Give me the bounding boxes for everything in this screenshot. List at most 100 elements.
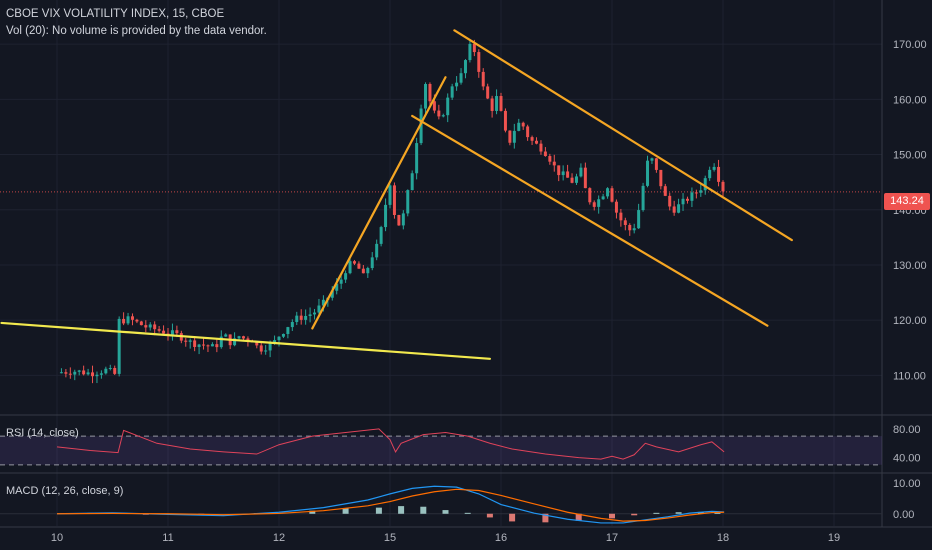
candle-body bbox=[411, 173, 414, 190]
x-tick-label: 19 bbox=[828, 532, 840, 544]
candle-body bbox=[628, 225, 631, 230]
macd-histogram-bar bbox=[420, 507, 426, 514]
candle-body bbox=[717, 167, 720, 182]
price-tick-label: 170.00 bbox=[893, 39, 927, 51]
candle-body bbox=[384, 205, 387, 227]
candle-body bbox=[349, 261, 352, 273]
macd-label: MACD (12, 26, close, 9) bbox=[6, 485, 123, 497]
candle-body bbox=[451, 86, 454, 97]
candle-body bbox=[375, 244, 378, 257]
candle-body bbox=[460, 73, 463, 82]
candle-body bbox=[340, 280, 343, 284]
candle-body bbox=[646, 161, 649, 186]
candle-body bbox=[309, 314, 312, 316]
candle-body bbox=[304, 316, 307, 320]
last-price-badge: 143.24 bbox=[884, 193, 930, 210]
macd-series-macd bbox=[57, 486, 724, 523]
candle-body bbox=[695, 192, 698, 193]
candle-body bbox=[668, 196, 671, 207]
candle-body bbox=[300, 316, 303, 320]
candle-body bbox=[473, 44, 476, 52]
candle-body bbox=[278, 337, 281, 340]
candle-body bbox=[144, 325, 147, 327]
candle-body bbox=[504, 111, 507, 131]
candle-body bbox=[442, 115, 445, 116]
candle-body bbox=[517, 123, 520, 131]
macd-histogram-bar bbox=[398, 506, 404, 514]
trendline-ascending bbox=[312, 77, 445, 328]
candle-body bbox=[424, 84, 427, 109]
candle-body bbox=[313, 313, 316, 315]
candle-body bbox=[149, 324, 152, 327]
candle-body bbox=[637, 210, 640, 228]
candle-body bbox=[562, 171, 565, 175]
macd-tick-label: 10.00 bbox=[893, 478, 921, 490]
candle-body bbox=[95, 375, 98, 376]
trendline-channel-upper bbox=[454, 30, 791, 240]
candle-body bbox=[184, 341, 187, 342]
candle-body bbox=[69, 374, 72, 375]
candle-body bbox=[464, 60, 467, 73]
candle-body bbox=[722, 182, 725, 192]
candle-body bbox=[677, 204, 680, 212]
price-tick-label: 110.00 bbox=[893, 370, 926, 382]
candle-body bbox=[286, 327, 289, 334]
macd-histogram-bar bbox=[465, 513, 471, 514]
candle-body bbox=[60, 372, 63, 373]
candle-body bbox=[64, 372, 67, 373]
rsi-band bbox=[0, 436, 882, 465]
trendline-support bbox=[2, 323, 490, 359]
x-tick-label: 10 bbox=[51, 532, 63, 544]
x-tick-label: 18 bbox=[717, 532, 729, 544]
candle-body bbox=[699, 190, 702, 193]
candle-body bbox=[78, 370, 81, 371]
macd-tick-label: 0.00 bbox=[893, 509, 914, 521]
rsi-tick-label: 80.00 bbox=[893, 424, 921, 436]
candle-body bbox=[602, 196, 605, 199]
candle-body bbox=[446, 98, 449, 116]
candle-body bbox=[171, 330, 174, 334]
candle-body bbox=[584, 168, 587, 188]
candle-body bbox=[673, 206, 676, 212]
candle-body bbox=[104, 369, 107, 374]
candle-body bbox=[535, 141, 538, 144]
price-tick-label: 120.00 bbox=[893, 315, 927, 327]
volume-note: Vol (20): No volume is provided by the d… bbox=[6, 25, 267, 37]
price-tick-label: 130.00 bbox=[893, 260, 927, 272]
candle-body bbox=[655, 158, 658, 170]
candle-body bbox=[571, 178, 574, 183]
candle-body bbox=[557, 165, 560, 175]
candle-body bbox=[415, 143, 418, 173]
candle-body bbox=[619, 213, 622, 221]
candle-body bbox=[140, 321, 143, 325]
candle-body bbox=[295, 316, 298, 322]
candle-body bbox=[193, 340, 196, 347]
candle-body bbox=[513, 131, 516, 143]
candle-body bbox=[482, 72, 485, 87]
candle-body bbox=[269, 343, 272, 351]
candle-body bbox=[73, 372, 76, 375]
candle-body bbox=[455, 83, 458, 87]
candle-body bbox=[713, 167, 716, 170]
candle-body bbox=[122, 319, 125, 323]
candle-body bbox=[508, 131, 511, 143]
candle-body bbox=[606, 188, 609, 196]
candle-body bbox=[357, 264, 360, 269]
candle-body bbox=[380, 227, 383, 244]
candle-body bbox=[131, 316, 134, 319]
price-tick-label: 160.00 bbox=[893, 94, 927, 106]
candle-body bbox=[153, 324, 156, 329]
candle-body bbox=[344, 273, 347, 279]
rsi-label: RSI (14, close) bbox=[6, 427, 79, 439]
candle-body bbox=[611, 188, 614, 201]
candle-body bbox=[211, 344, 214, 346]
candle-body bbox=[500, 96, 503, 111]
candle-body bbox=[522, 123, 525, 127]
candle-body bbox=[87, 372, 90, 374]
candle-body bbox=[189, 340, 192, 341]
x-tick-label: 15 bbox=[384, 532, 396, 544]
candle-body bbox=[406, 190, 409, 213]
macd-histogram-bar bbox=[443, 510, 449, 514]
candle-body bbox=[389, 185, 392, 205]
